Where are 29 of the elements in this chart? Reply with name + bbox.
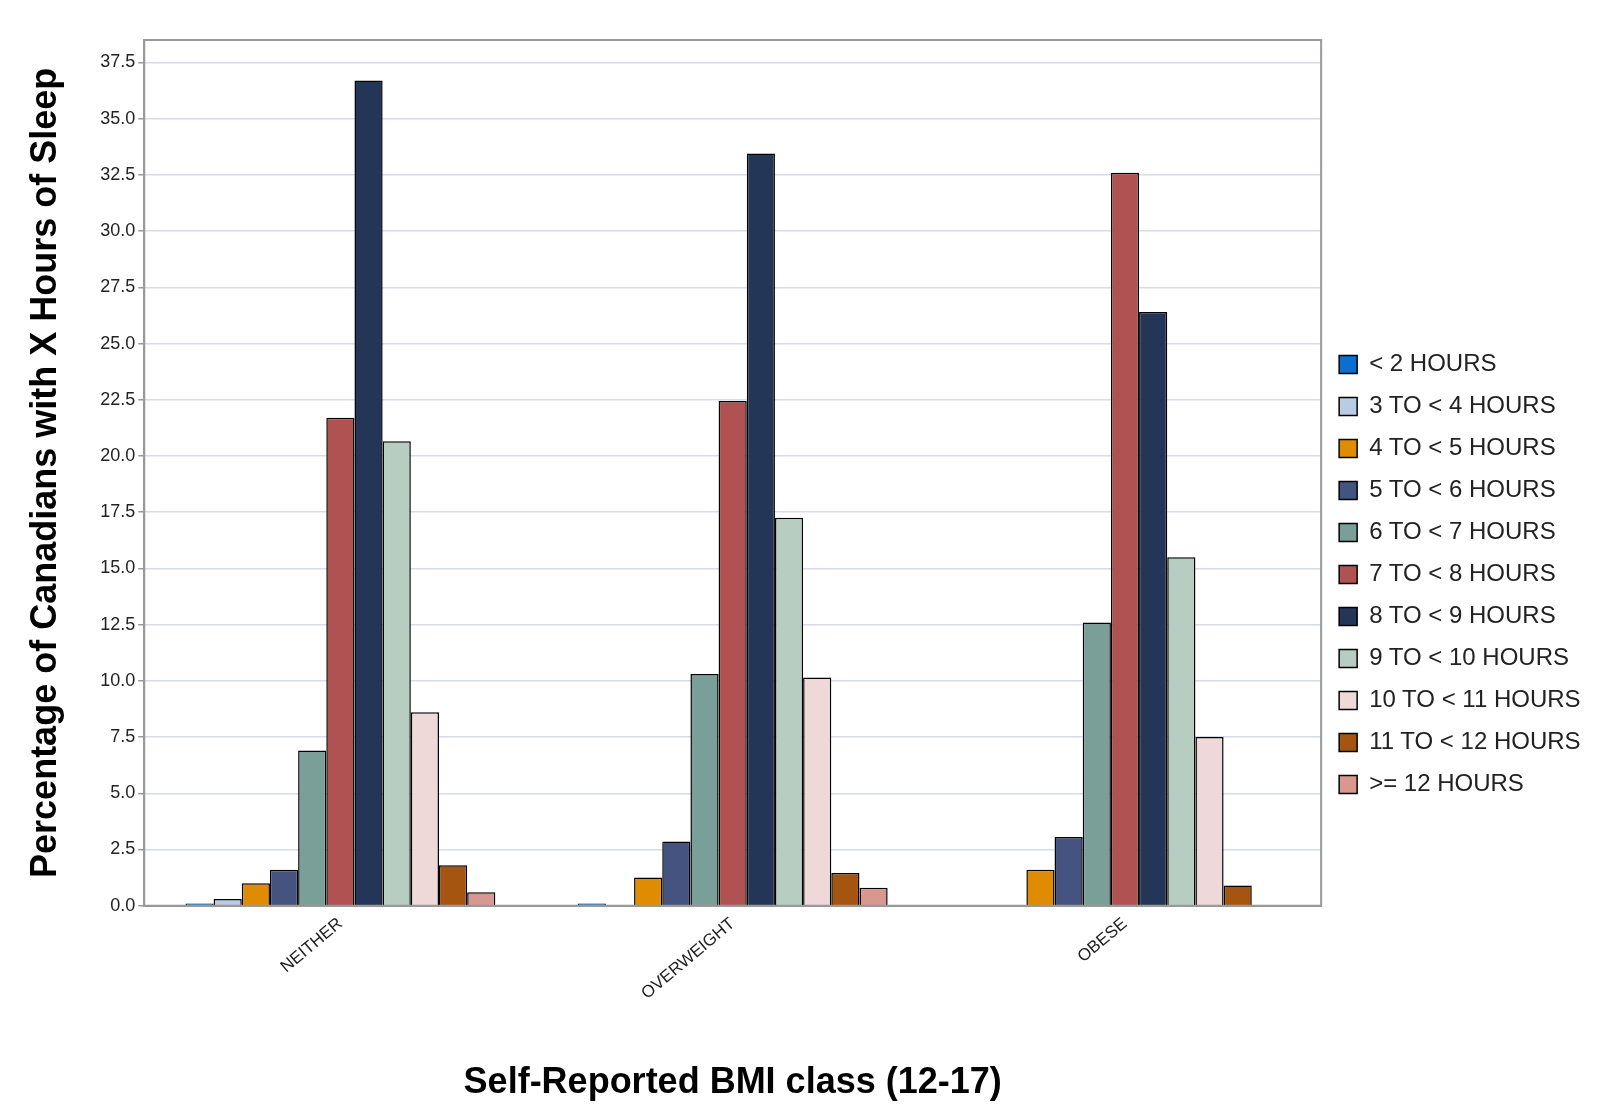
y-tick-label: 25.0: [100, 332, 136, 353]
y-tick-label: 12.5: [100, 613, 136, 634]
legend-label: 10 TO < 11 HOURS: [1369, 685, 1581, 713]
y-axis-title: Percentage of Canadians with X Hours of Sleep: [22, 67, 64, 878]
y-tick-label: 7.5: [110, 726, 136, 747]
legend-label: 5 TO < 6 HOURS: [1369, 475, 1556, 503]
y-tick-label: 35.0: [100, 107, 136, 128]
legend-label: 4 TO < 5 HOURS: [1369, 433, 1556, 461]
y-tick-label: 2.5: [110, 838, 136, 859]
y-tick-label: 37.5: [100, 51, 136, 72]
y-tick-label: 0.0: [110, 894, 136, 915]
y-tick-label: 32.5: [100, 163, 136, 184]
x-axis-title: Self-Reported BMI class (12-17): [463, 1060, 1002, 1102]
legend-label: 8 TO < 9 HOURS: [1369, 601, 1556, 629]
legend-label: 6 TO < 7 HOURS: [1369, 517, 1556, 545]
y-tick-label: 5.0: [110, 782, 136, 803]
legend-label: < 2 HOURS: [1369, 349, 1497, 377]
y-tick-label: 30.0: [100, 220, 136, 241]
y-tick-label: 17.5: [100, 501, 136, 522]
legend-label: 7 TO < 8 HOURS: [1369, 559, 1556, 587]
y-tick-label: 15.0: [100, 557, 136, 578]
y-tick-label: 20.0: [100, 444, 136, 465]
legend-label: 9 TO < 10 HOURS: [1369, 643, 1570, 671]
y-tick-label: 27.5: [100, 276, 136, 297]
legend-label: 11 TO < 12 HOURS: [1369, 727, 1581, 755]
legend-label: 3 TO < 4 HOURS: [1369, 391, 1556, 419]
legend-label: >= 12 HOURS: [1369, 769, 1524, 797]
y-tick-label: 10.0: [100, 669, 136, 690]
y-tick-label: 22.5: [100, 388, 136, 409]
